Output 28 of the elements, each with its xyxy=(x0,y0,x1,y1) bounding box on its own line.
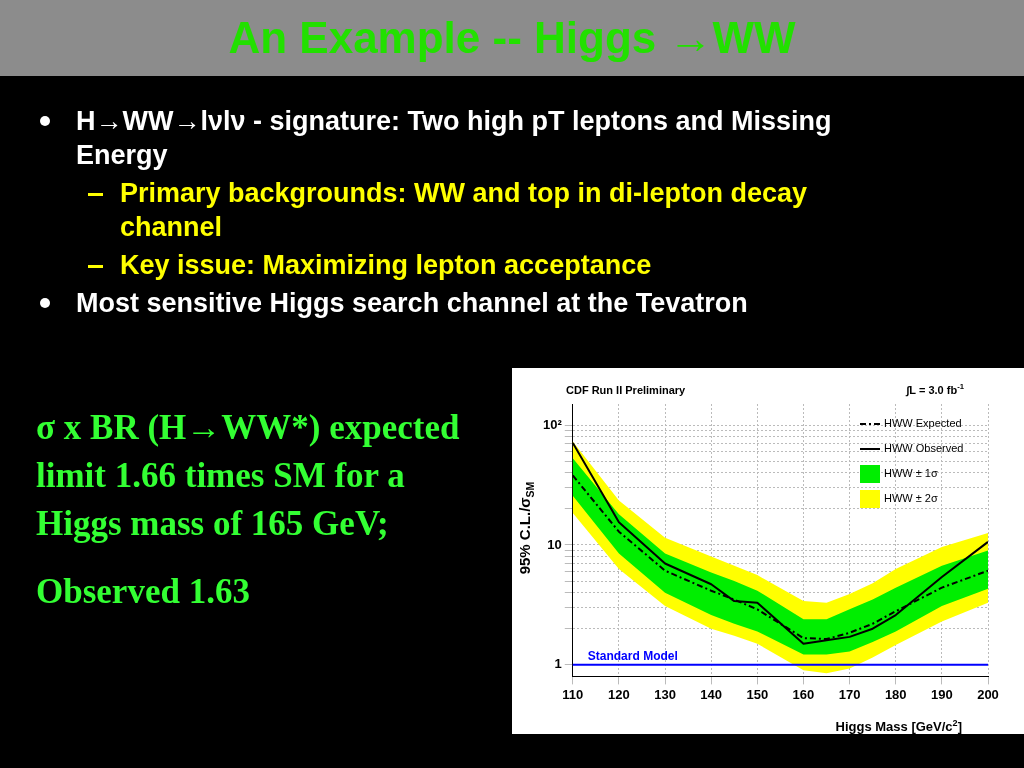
text: H→WW→lνlν - signature: Two high pT leptons and Missing Energy xyxy=(76,106,832,170)
x-tick-label: 150 xyxy=(746,686,769,702)
x-tick-label: 170 xyxy=(838,686,861,702)
text: Primary backgrounds: WW and top in di-lepton decay channel xyxy=(120,178,808,242)
x-tick-label: 190 xyxy=(931,686,953,702)
text: Most sensitive Higgs search channel at the Tevatron xyxy=(76,288,748,318)
text: σ x BR (H→WW*) expected limit 1.66 times SM for a Higgs mass of 165 GeV; xyxy=(36,407,461,545)
legend-label: HWW ± 1σ xyxy=(884,467,938,480)
x-tick-label: 200 xyxy=(977,686,999,702)
text: CDF Run II Preliminary xyxy=(566,384,686,396)
x-tick-label: 110 xyxy=(562,686,584,702)
x-tick-label: 140 xyxy=(700,686,723,702)
legend-label: HWW Observed xyxy=(884,442,964,455)
y-tick-label: 10² xyxy=(542,416,563,432)
ref-line-label: Standard Model xyxy=(587,649,678,664)
x-axis-title: Higgs Mass [GeV/c$^{2}$] xyxy=(835,717,962,734)
x-tick-label: 120 xyxy=(608,686,630,702)
text: Observed 1.63 xyxy=(36,571,251,613)
x-tick-label: 130 xyxy=(654,686,676,702)
legend-label: HWW ± 2σ xyxy=(884,492,938,505)
x-tick-label: 160 xyxy=(792,686,815,702)
x-tick-label: 180 xyxy=(884,686,907,702)
y-tick-label: 10 xyxy=(547,536,562,552)
text: ∫L = 3.0 fb$^{-1}$ xyxy=(906,382,964,396)
y-tick-label: 1 xyxy=(554,656,562,672)
text: Key issue: Maximizing lepton acceptance xyxy=(120,250,652,280)
legend-label: HWW Expected xyxy=(884,417,962,430)
chart-title: An Example -- Higgs →WW xyxy=(0,0,1024,76)
